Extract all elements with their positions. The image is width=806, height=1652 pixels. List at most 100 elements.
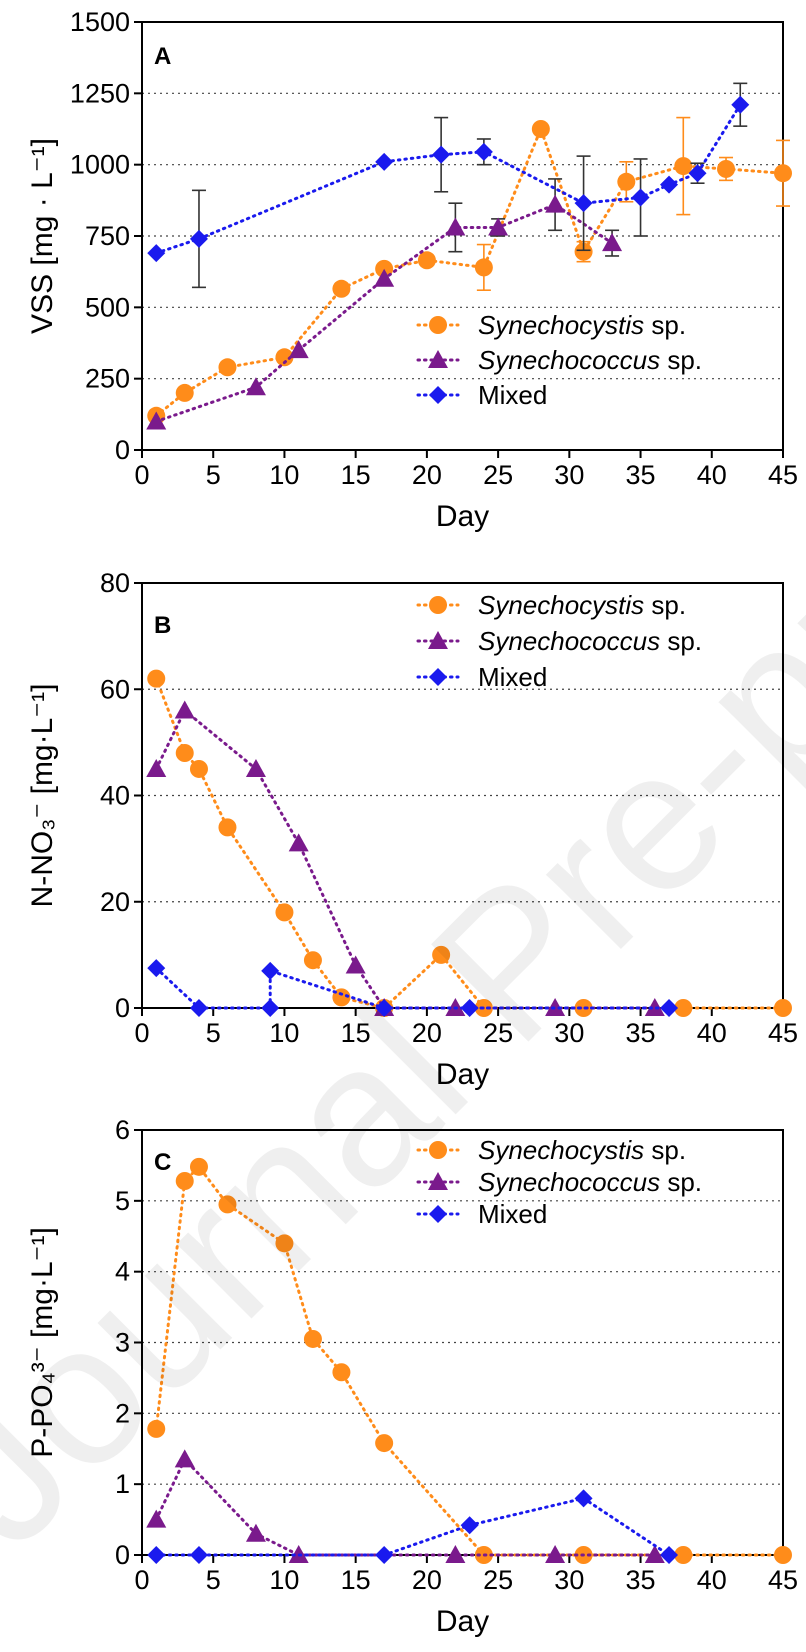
y-axis-title: N-NO₃⁻ [mg·L⁻¹] [26, 684, 59, 908]
legend-marker [428, 1172, 448, 1190]
y-tick-label: 2 [115, 1398, 130, 1428]
data-point [432, 945, 451, 964]
data-point [631, 188, 650, 207]
x-tick-label: 15 [341, 1018, 371, 1048]
legend-marker [429, 596, 447, 614]
panel-letter: B [154, 612, 171, 639]
data-point [303, 1329, 322, 1348]
legend-marker [429, 386, 447, 404]
data-point [147, 669, 166, 688]
data-point [375, 1434, 394, 1453]
data-point [275, 1234, 294, 1253]
data-point [147, 1419, 166, 1438]
x-tick-label: 15 [341, 460, 371, 490]
data-point [545, 1545, 566, 1563]
series-1: Synechococcus sp. [146, 626, 702, 1016]
x-tick-label: 35 [626, 1565, 656, 1595]
data-point [717, 159, 736, 178]
data-point [445, 1545, 466, 1563]
data-point [189, 1157, 208, 1176]
data-point [261, 961, 280, 980]
data-point [574, 242, 593, 261]
data-point [644, 998, 665, 1016]
legend-marker [429, 668, 447, 686]
legend-label-suffix: sp. [644, 590, 686, 620]
x-axis-title: Day [436, 1605, 489, 1638]
legend-marker [429, 1141, 447, 1159]
data-point [417, 251, 436, 270]
legend-label-italic: Synechococcus [478, 626, 660, 656]
chart-panel-b: 0 20 40 60 80 0 5 10 15 20 25 30 35 40 45 Day N-NO₃⁻ [mg… [26, 568, 798, 1091]
data-point [375, 999, 394, 1017]
series-2: Mixed [147, 1199, 679, 1564]
watermark-text: Journal Pre-proof [0, 336, 806, 1587]
legend-label-italic: Synechococcus [478, 345, 660, 375]
data-point [345, 955, 366, 974]
x-tick-label: 0 [134, 460, 149, 490]
data-point [774, 164, 792, 183]
x-tick-label: 10 [269, 1018, 299, 1048]
legend-label: Mixed [478, 1199, 547, 1229]
y-tick-label: 250 [85, 364, 130, 394]
y-tick-label: 20 [100, 887, 130, 917]
data-point [660, 999, 679, 1017]
plot-frame [141, 1129, 784, 1556]
data-point [245, 758, 266, 777]
panel-letter: A [154, 43, 171, 70]
data-point [288, 340, 309, 359]
y-tick-label: 750 [85, 221, 130, 251]
plot-frame [141, 21, 784, 451]
data-point [146, 1509, 167, 1528]
data-point [174, 700, 195, 719]
data-point [545, 998, 566, 1016]
data-point [375, 1546, 394, 1564]
x-tick-label: 5 [206, 1018, 221, 1048]
legend-label-italic: Synechocystis [478, 1135, 644, 1165]
y-tick-label: 40 [100, 781, 130, 811]
x-tick-label: 20 [412, 460, 442, 490]
series-2: Mixed [147, 82, 750, 410]
legend-marker [428, 350, 448, 368]
x-tick-label: 10 [269, 460, 299, 490]
data-point [332, 1363, 351, 1382]
legend-label-suffix: sp. [660, 1167, 702, 1197]
data-point [175, 383, 194, 402]
data-point [146, 758, 167, 777]
data-point [303, 951, 322, 970]
y-tick-label: 500 [85, 292, 130, 322]
x-axis-title: Day [436, 500, 489, 533]
legend-label-suffix: sp. [660, 345, 702, 375]
data-point [147, 244, 166, 263]
x-tick-label: 20 [412, 1565, 442, 1595]
chart-panel-a: 0 250 500 750 1000 1250 1500 0 5 10 15 20 25 30 35 40 45… [26, 7, 798, 533]
data-point [189, 759, 208, 778]
legend-marker [429, 1205, 447, 1223]
series-line [154, 202, 614, 423]
data-point [574, 1489, 593, 1508]
series-line [154, 1496, 671, 1557]
x-tick-label: 25 [483, 1565, 513, 1595]
series-1: Synechococcus sp. [146, 1167, 702, 1563]
series-2: Mixed [147, 662, 679, 1017]
data-point [660, 175, 679, 194]
data-point [774, 1546, 792, 1564]
legend-label: Mixed [478, 380, 547, 410]
data-point [602, 233, 623, 252]
data-point [574, 194, 593, 213]
data-point [474, 142, 493, 161]
x-tick-label: 35 [626, 1018, 656, 1048]
x-tick-label: 10 [269, 1565, 299, 1595]
data-point [189, 999, 208, 1017]
data-point [189, 1546, 208, 1564]
data-point [488, 217, 509, 236]
data-point [774, 999, 792, 1017]
legend-label: Synechococcus sp. [478, 626, 702, 656]
data-point [189, 229, 208, 248]
data-point [545, 194, 566, 213]
x-tick-label: 45 [768, 460, 798, 490]
legend-label: Synechococcus sp. [478, 345, 702, 375]
series-0: Synechocystis sp. [147, 590, 792, 1017]
